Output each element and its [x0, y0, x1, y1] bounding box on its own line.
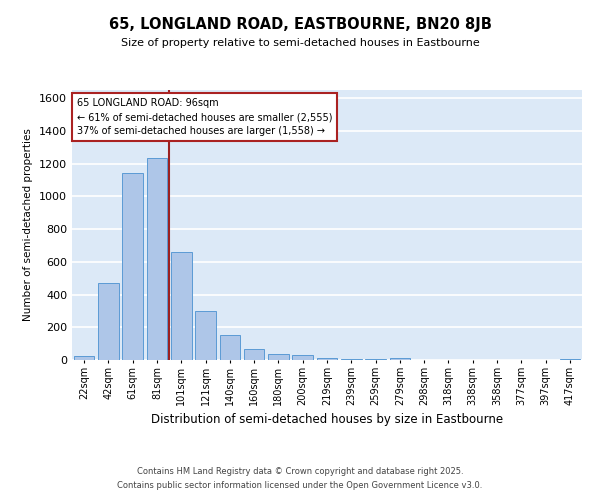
Bar — [244, 350, 265, 360]
Bar — [268, 354, 289, 360]
Bar — [341, 358, 362, 360]
Bar — [98, 283, 119, 360]
Bar — [220, 334, 240, 360]
Bar — [195, 311, 216, 360]
Text: Contains HM Land Registry data © Crown copyright and database right 2025.: Contains HM Land Registry data © Crown c… — [137, 467, 463, 476]
Bar — [292, 354, 313, 360]
Y-axis label: Number of semi-detached properties: Number of semi-detached properties — [23, 128, 34, 322]
Bar — [171, 252, 191, 360]
Bar — [560, 358, 580, 360]
Bar — [317, 358, 337, 360]
Text: 65, LONGLAND ROAD, EASTBOURNE, BN20 8JB: 65, LONGLAND ROAD, EASTBOURNE, BN20 8JB — [109, 18, 491, 32]
Text: 65 LONGLAND ROAD: 96sqm
← 61% of semi-detached houses are smaller (2,555)
37% of: 65 LONGLAND ROAD: 96sqm ← 61% of semi-de… — [77, 98, 332, 136]
Bar — [74, 356, 94, 360]
Bar — [146, 158, 167, 360]
Text: Contains public sector information licensed under the Open Government Licence v3: Contains public sector information licen… — [118, 481, 482, 490]
Bar — [122, 172, 143, 360]
X-axis label: Distribution of semi-detached houses by size in Eastbourne: Distribution of semi-detached houses by … — [151, 414, 503, 426]
Text: Size of property relative to semi-detached houses in Eastbourne: Size of property relative to semi-detach… — [121, 38, 479, 48]
Bar — [389, 358, 410, 360]
